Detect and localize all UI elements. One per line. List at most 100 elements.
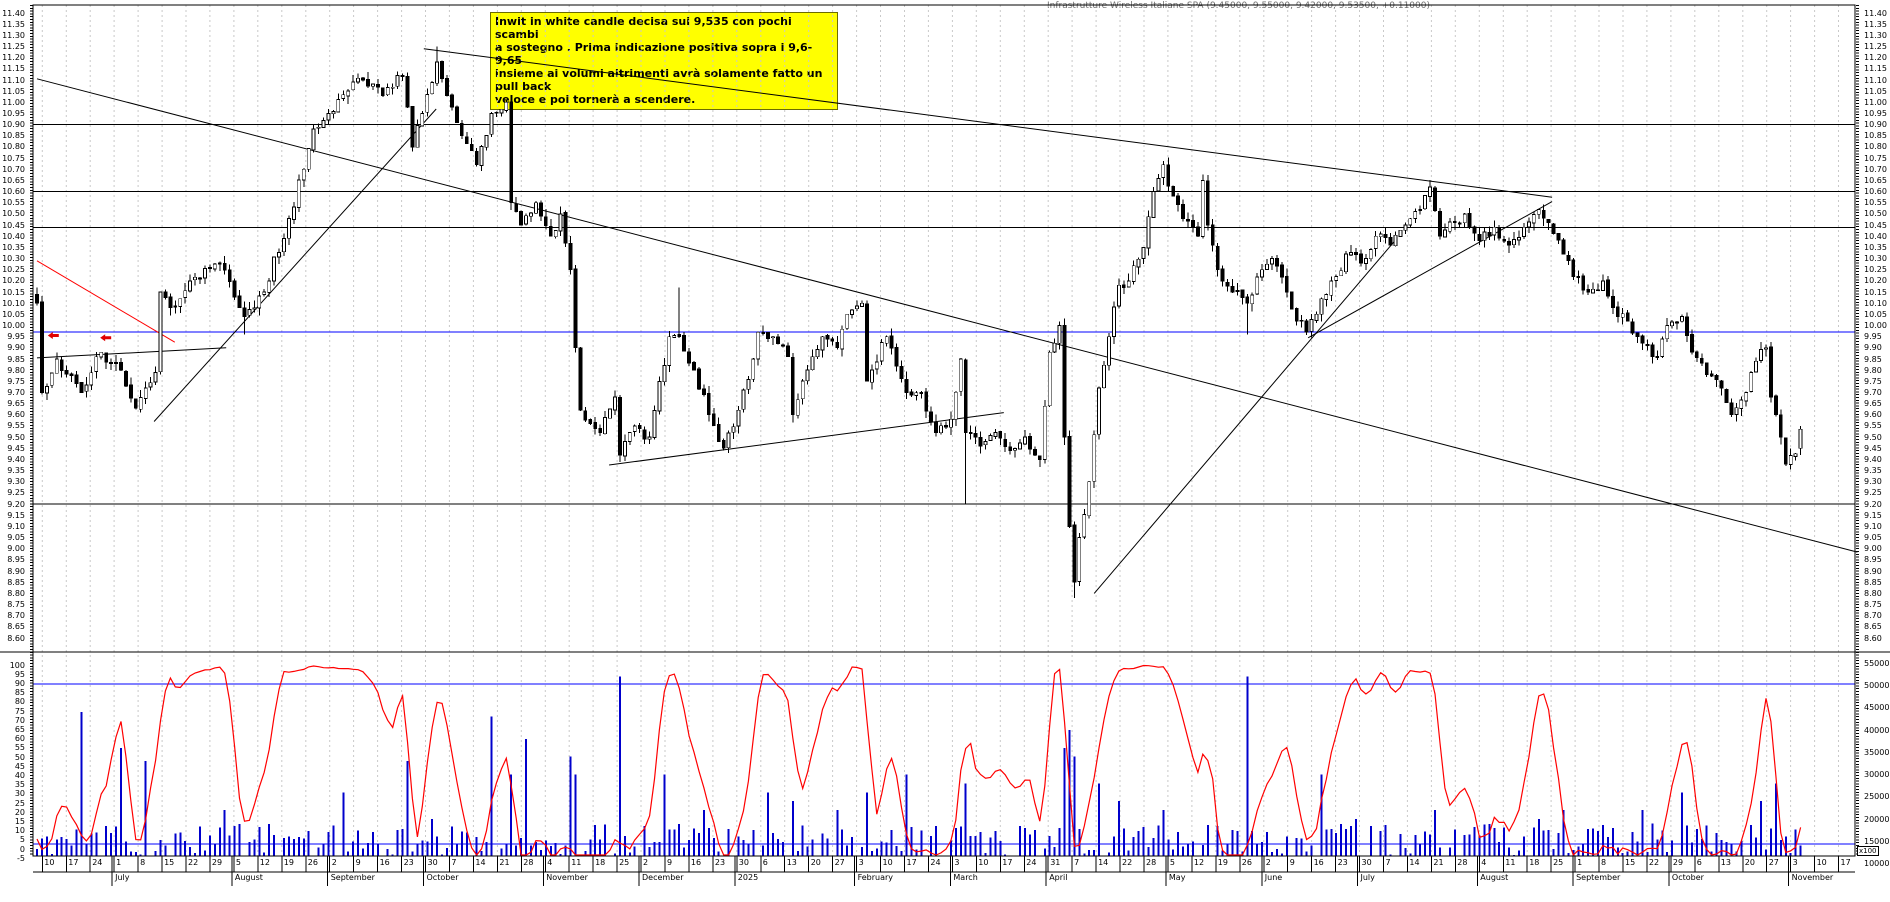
price-tick-label: 10.90 [2,120,25,130]
price-tick-label: 9.85 [1864,354,1882,364]
price-tick-label: 10.25 [1864,265,1887,275]
price-tick-label: 9.50 [7,432,25,442]
price-tick-label: 9.75 [7,376,25,386]
right-price-axis: 11.40 11.35 11.30 11.25 11.20 11.15 11.10 11.05… [1855,0,1890,902]
week-label: 30 [1361,858,1372,867]
price-tick-label: 9.60 [1864,410,1882,420]
price-tick-label: 10.35 [2,242,25,252]
price-tick-label: 10.20 [2,276,25,286]
oscillator-tick-label: 5 [19,835,25,845]
oscillator-tick-label: 0 [19,844,25,854]
week-label: 12 [259,858,270,867]
price-tick-label: 9.90 [1864,343,1882,353]
price-tick-label: 10.70 [1864,164,1887,174]
week-label: 8 [140,858,146,867]
oscillator-tick-label: 45 [14,761,25,771]
week-label: 3 [954,858,960,867]
price-tick-label: 9.90 [7,343,25,353]
week-label: 26 [1241,858,1252,867]
price-tick-label: 10.90 [1864,120,1887,130]
price-tick-label: 11.25 [1864,42,1887,51]
price-tick-label: 11.30 [1864,30,1887,40]
price-tick-label: 9.80 [1864,365,1882,375]
price-tick-label: 10.05 [2,309,25,319]
price-tick-label: 10.00 [1864,321,1887,330]
week-label: 28 [523,858,534,867]
price-tick-label: 9.05 [1864,533,1882,543]
price-tick-label: 11.25 [2,42,25,51]
price-tick-label: 10.95 [1864,108,1887,118]
volume-tick-label: 20000 [1864,814,1890,824]
price-tick-label: 9.35 [1864,466,1882,476]
week-label: 7 [1385,858,1391,867]
oscillator-tick-label: 50 [14,752,25,762]
week-label: 31 [1050,858,1061,867]
volume-tick-label: 30000 [1864,770,1890,779]
price-tick-label: 9.40 [1864,454,1882,464]
price-tick-label: 10.30 [1864,254,1887,263]
price-tick-label: 10.55 [2,198,25,208]
week-label: 2 [331,858,337,867]
volume-tick-label: 45000 [1864,703,1890,713]
price-tick-label: 10.05 [1864,309,1887,319]
month-label: February [857,873,894,882]
red-arrow-annotations [47,332,112,342]
price-tick-label: 9.75 [1864,376,1882,386]
volume-tick-label: 35000 [1864,747,1890,757]
price-tick-label: 9.85 [7,354,25,364]
price-tick-label: 10.75 [1864,153,1887,163]
oscillator-tick-label: 65 [14,724,25,734]
week-label: 17 [906,858,917,867]
week-label: 10 [44,858,55,867]
week-label: 28 [1457,858,1468,867]
week-label: 30 [738,858,749,867]
month-label: November [546,873,588,882]
price-tick-label: 9.25 [1864,488,1882,498]
analyst-note-box[interactable]: Inwit in white candle decisa sui 9,535 c… [490,12,838,110]
price-tick-label: 9.70 [7,388,25,397]
week-label: 1 [116,858,122,867]
week-label: 2 [1265,858,1271,867]
trendlines[interactable] [36,48,1858,594]
volume-tick-label: 40000 [1864,725,1890,735]
price-tick-label: 10.80 [2,142,25,152]
week-label: 17 [1002,858,1013,867]
oscillator-tick-label: -5 [17,853,25,863]
week-label: 15 [1625,858,1636,867]
week-label: 20 [810,858,821,867]
oscillator-tick-label: 70 [14,715,25,725]
price-tick-label: 8.80 [1864,588,1882,598]
price-tick-label: 8.60 [7,633,25,643]
week-label: 10 [978,858,989,867]
oscillator-tick-label: 85 [14,688,25,698]
support-resistance-lines[interactable] [33,124,1855,505]
price-tick-label: 10.45 [1864,220,1887,230]
oscillator-tick-label: 95 [14,669,25,679]
oscillator-tick-label: 35 [14,780,25,790]
volume-unit-badge: x100 [1857,846,1879,856]
week-label: 17 [1840,858,1851,867]
price-tick-label: 10.45 [2,220,25,230]
oscillator-tick-label: 10 [14,826,25,836]
price-tick-label: 8.95 [7,555,25,565]
price-tick-label: 9.15 [1864,510,1882,520]
price-tick-label: 10.15 [1864,287,1887,297]
price-tick-label: 10.15 [2,287,25,297]
volume-tick-label: 25000 [1864,792,1890,802]
week-label: 6 [1696,858,1702,867]
week-label: 12 [1193,858,1205,867]
week-label: 24 [1026,858,1037,867]
week-label: 19 [283,858,294,867]
volume-tick-label: 15000 [1864,836,1890,846]
price-tick-label: 10.35 [1864,242,1887,252]
price-tick-label: 9.20 [7,499,25,509]
price-tick-label: 9.10 [1864,521,1882,531]
price-tick-label: 10.55 [1864,198,1887,208]
week-label: 6 [762,858,768,867]
price-tick-label: 11.05 [2,86,25,96]
week-label: 29 [1672,858,1684,867]
oscillator-tick-label: 90 [14,678,25,688]
price-tick-label: 9.00 [1864,544,1882,554]
oscillator-tick-label: 25 [14,798,25,808]
